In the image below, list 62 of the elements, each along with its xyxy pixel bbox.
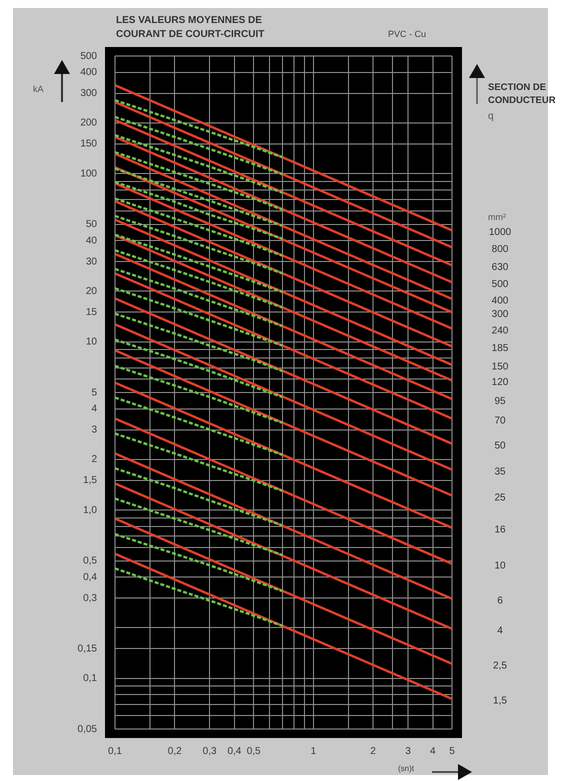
y-tick-label: 0,4 xyxy=(83,572,98,583)
x-tick-label: 0,2 xyxy=(168,746,182,757)
y-tick-label: 500 xyxy=(80,50,98,62)
y-tick-label: 3 xyxy=(91,424,98,436)
text: 10 xyxy=(494,560,506,572)
text: 240 xyxy=(492,325,509,336)
text: 800 xyxy=(492,244,509,255)
x-tick-label: 0,4 xyxy=(227,746,242,757)
y-tick-label: 0,05 xyxy=(78,724,98,735)
y-tick-label: 100 xyxy=(80,168,98,180)
text: 70 xyxy=(494,415,506,426)
y-tick-label: 40 xyxy=(86,235,98,246)
x-tick-label: 0,3 xyxy=(202,746,218,757)
x-tick-label: 1 xyxy=(310,746,317,757)
text: 500 xyxy=(492,279,509,290)
text: 630 xyxy=(492,262,509,274)
text: PVC - Cu xyxy=(388,28,426,40)
y-tick-label: 150 xyxy=(80,138,98,150)
text: mm² xyxy=(488,211,506,224)
y-tick-label: 1,5 xyxy=(83,475,98,486)
text: 95 xyxy=(494,396,506,407)
text: 300 xyxy=(492,308,509,320)
y-tick-label: 300 xyxy=(80,88,98,100)
text: 120 xyxy=(492,377,509,388)
text: 185 xyxy=(492,343,509,354)
y-tick-label: 0,5 xyxy=(83,556,98,566)
y-tick-label: 2 xyxy=(91,454,98,466)
x-tick-label: 5 xyxy=(449,746,456,757)
y-tick-label: 30 xyxy=(86,256,98,268)
y-tick-label: 0,3 xyxy=(83,592,98,604)
text: 2,5 xyxy=(493,660,508,672)
text: 16 xyxy=(494,524,506,536)
y-tick-label: 400 xyxy=(80,67,98,78)
x-tick-label: 2 xyxy=(370,746,376,757)
text: 6 xyxy=(497,596,504,607)
text: 400 xyxy=(492,296,509,307)
text: 35 xyxy=(494,466,506,478)
text: SECTION DE CONDUCTEUR xyxy=(488,82,557,108)
x-axis-title: (sn)t xyxy=(398,764,414,775)
y-tick-label: 0,1 xyxy=(83,673,98,684)
y-tick-label: 10 xyxy=(86,336,98,348)
y-tick-label: 4 xyxy=(91,404,98,415)
text: 1000 xyxy=(488,227,512,238)
y-axis-title: kA xyxy=(33,83,44,96)
y-tick-label: 5 xyxy=(91,387,98,398)
y-tick-label: 200 xyxy=(80,118,98,129)
text: 50 xyxy=(494,440,506,452)
y-tick-label: 50 xyxy=(86,219,98,230)
y-tick-label: 0,15 xyxy=(78,643,98,654)
text: 25 xyxy=(494,492,506,504)
text: 150 xyxy=(492,362,509,373)
x-tick-label: 3 xyxy=(405,746,412,757)
x-tick-label: 0,1 xyxy=(108,746,122,757)
text: 4 xyxy=(497,626,504,637)
text: 1,5 xyxy=(493,696,508,707)
text: q xyxy=(488,110,494,124)
y-tick-label: 15 xyxy=(86,306,98,318)
chart-title: LES VALEURS MOYENNES DE COURANT DE COURT-CIRCUIT xyxy=(116,14,266,41)
y-tick-label: 20 xyxy=(86,286,98,297)
y-tick-label: 1,0 xyxy=(83,504,98,516)
x-tick-label: 0,5 xyxy=(246,746,262,757)
x-tick-label: 4 xyxy=(430,746,436,757)
